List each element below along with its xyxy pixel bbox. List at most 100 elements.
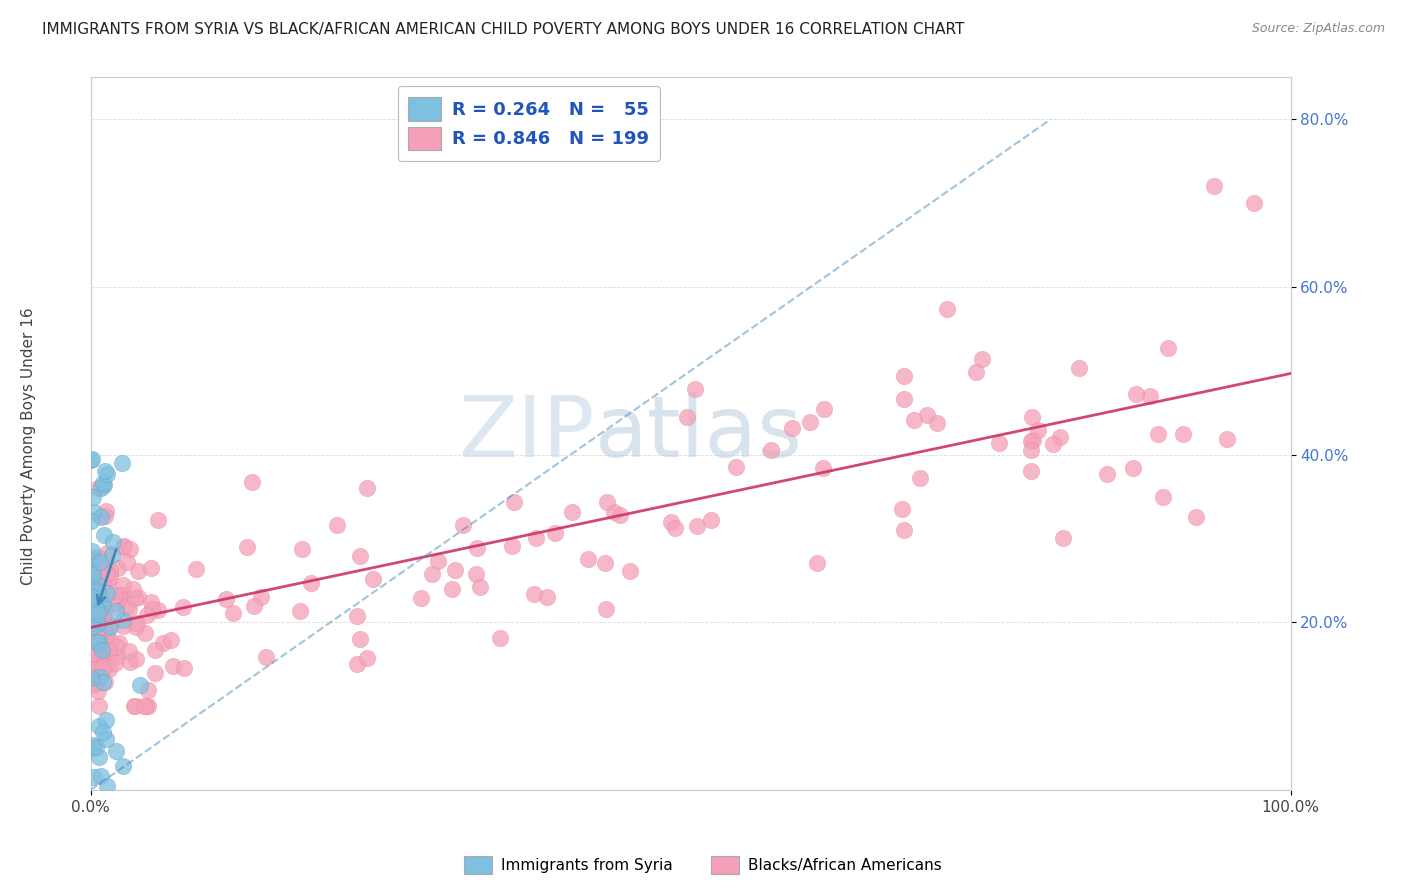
Blacks/African Americans — [94, 503, 117, 517]
Blacks/African Americans — [1184, 509, 1206, 524]
Immigrants from Syria — [80, 566, 103, 581]
Blacks/African Americans — [215, 592, 238, 607]
Immigrants from Syria — [101, 548, 124, 562]
Blacks/African Americans — [124, 591, 146, 605]
Blacks/African Americans — [759, 442, 782, 457]
Blacks/African Americans — [127, 616, 149, 631]
Immigrants from Syria — [91, 643, 114, 657]
Immigrants from Syria — [93, 528, 115, 542]
Immigrants from Syria — [111, 456, 134, 470]
Immigrants from Syria — [89, 635, 111, 649]
Blacks/African Americans — [86, 673, 108, 688]
Blacks/African Americans — [1069, 360, 1091, 375]
Blacks/African Americans — [98, 564, 121, 578]
Immigrants from Syria — [82, 566, 104, 581]
Blacks/African Americans — [1152, 490, 1174, 504]
Blacks/African Americans — [444, 563, 467, 577]
Immigrants from Syria — [91, 724, 114, 739]
Blacks/African Americans — [89, 699, 111, 714]
Blacks/African Americans — [143, 666, 166, 681]
Immigrants from Syria — [90, 593, 112, 607]
Immigrants from Syria — [96, 586, 118, 600]
Blacks/African Americans — [80, 639, 103, 653]
Blacks/African Americans — [356, 651, 378, 665]
Blacks/African Americans — [135, 608, 157, 623]
Text: ZIP: ZIP — [458, 392, 595, 475]
Blacks/African Americans — [326, 518, 349, 533]
Blacks/African Americans — [93, 559, 115, 574]
Blacks/African Americans — [593, 557, 616, 571]
Blacks/African Americans — [90, 596, 112, 610]
Immigrants from Syria — [86, 577, 108, 591]
Legend: Immigrants from Syria, Blacks/African Americans: Immigrants from Syria, Blacks/African Am… — [458, 850, 948, 880]
Immigrants from Syria — [80, 453, 103, 467]
Blacks/African Americans — [908, 471, 931, 485]
Blacks/African Americans — [609, 508, 631, 522]
Blacks/African Americans — [96, 567, 118, 582]
Immigrants from Syria — [96, 779, 118, 793]
Blacks/African Americans — [97, 573, 120, 587]
Text: Source: ZipAtlas.com: Source: ZipAtlas.com — [1251, 22, 1385, 36]
Blacks/African Americans — [349, 632, 371, 646]
Blacks/African Americans — [242, 599, 264, 613]
Blacks/African Americans — [80, 576, 103, 591]
Blacks/African Americans — [96, 636, 118, 650]
Blacks/African Americans — [108, 635, 131, 649]
Blacks/African Americans — [93, 607, 115, 621]
Blacks/African Americans — [162, 658, 184, 673]
Blacks/African Americans — [112, 588, 135, 602]
Blacks/African Americans — [89, 604, 111, 618]
Blacks/African Americans — [1173, 427, 1195, 442]
Immigrants from Syria — [105, 744, 128, 758]
Text: atlas: atlas — [595, 392, 803, 475]
Blacks/African Americans — [87, 684, 110, 698]
Blacks/African Americans — [82, 599, 104, 613]
Blacks/African Americans — [186, 562, 208, 576]
Blacks/African Americans — [903, 413, 925, 427]
Blacks/African Americans — [524, 531, 547, 545]
Blacks/African Americans — [799, 416, 821, 430]
Immigrants from Syria — [90, 509, 112, 524]
Blacks/African Americans — [893, 523, 915, 537]
Blacks/African Americans — [222, 606, 245, 620]
Immigrants from Syria — [101, 534, 124, 549]
Blacks/African Americans — [115, 599, 138, 614]
Blacks/African Americans — [1026, 423, 1049, 437]
Blacks/African Americans — [120, 655, 142, 669]
Blacks/African Americans — [806, 556, 828, 570]
Blacks/African Americans — [105, 649, 128, 664]
Blacks/African Americans — [97, 662, 120, 676]
Blacks/African Americans — [112, 618, 135, 632]
Blacks/African Americans — [1021, 434, 1043, 448]
Text: Child Poverty Among Boys Under 16: Child Poverty Among Boys Under 16 — [21, 307, 35, 585]
Blacks/African Americans — [1049, 430, 1071, 444]
Immigrants from Syria — [89, 670, 111, 684]
Blacks/African Americans — [811, 461, 834, 475]
Blacks/African Americans — [89, 641, 111, 656]
Blacks/African Americans — [87, 621, 110, 635]
Blacks/African Americans — [936, 301, 959, 316]
Blacks/African Americans — [346, 657, 368, 671]
Blacks/African Americans — [80, 647, 103, 661]
Immigrants from Syria — [86, 603, 108, 617]
Blacks/African Americans — [112, 578, 135, 592]
Blacks/African Americans — [254, 650, 277, 665]
Immigrants from Syria — [87, 585, 110, 599]
Text: IMMIGRANTS FROM SYRIA VS BLACK/AFRICAN AMERICAN CHILD POVERTY AMONG BOYS UNDER 1: IMMIGRANTS FROM SYRIA VS BLACK/AFRICAN A… — [42, 22, 965, 37]
Immigrants from Syria — [111, 759, 134, 773]
Blacks/African Americans — [972, 351, 994, 366]
Blacks/African Americans — [104, 588, 127, 602]
Blacks/African Americans — [89, 619, 111, 633]
Blacks/African Americans — [97, 648, 120, 663]
Immigrants from Syria — [82, 741, 104, 756]
Blacks/African Americans — [893, 369, 915, 384]
Blacks/African Americans — [661, 515, 683, 529]
Blacks/African Americans — [686, 519, 709, 533]
Blacks/African Americans — [917, 408, 939, 422]
Blacks/African Americans — [80, 647, 103, 661]
Blacks/African Americans — [676, 409, 699, 424]
Immigrants from Syria — [93, 464, 115, 478]
Blacks/African Americans — [98, 643, 121, 657]
Blacks/African Americans — [890, 501, 912, 516]
Blacks/African Americans — [82, 550, 104, 565]
